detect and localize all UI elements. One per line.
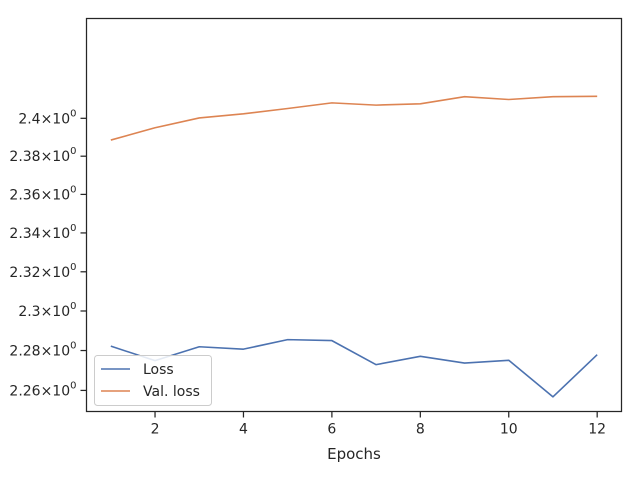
legend-box <box>94 355 212 406</box>
x-tick-label: 6 <box>327 422 336 438</box>
x-tick-label: 10 <box>500 422 518 438</box>
y-tick-label: 2.28×100 <box>9 341 76 360</box>
y-tick-label: 2.38×100 <box>9 146 76 165</box>
x-tick-label: 8 <box>416 422 425 438</box>
series-line-0 <box>110 338 598 398</box>
legend: Loss Val. loss <box>94 355 212 406</box>
x-axis-ticks: 2 4 6 8 10 12 <box>151 411 606 438</box>
plot-area <box>86 18 622 412</box>
y-tick-label: 2.34×100 <box>9 223 76 242</box>
x-axis-title: Epochs <box>327 445 381 463</box>
y-tick-label: 2.26×100 <box>9 380 76 399</box>
series-layer <box>110 95 598 398</box>
plot-frame <box>85 17 623 413</box>
x-tick-label: 4 <box>239 422 248 438</box>
series-line-1 <box>110 95 598 141</box>
y-tick-label: 2.4×100 <box>18 108 76 127</box>
legend-label-loss: Loss <box>143 362 174 378</box>
y-axis-ticks: 2.26×100 2.28×100 2.3×100 2.32×100 2.34×100 2… <box>9 108 87 399</box>
y-tick-label: 2.32×100 <box>9 262 76 281</box>
y-tick-label: 2.36×100 <box>9 184 76 203</box>
x-tick-label: 12 <box>588 422 606 438</box>
x-tick-label: 2 <box>151 422 160 438</box>
y-tick-label: 2.3×100 <box>18 301 76 320</box>
legend-label-val-loss: Val. loss <box>143 384 200 400</box>
